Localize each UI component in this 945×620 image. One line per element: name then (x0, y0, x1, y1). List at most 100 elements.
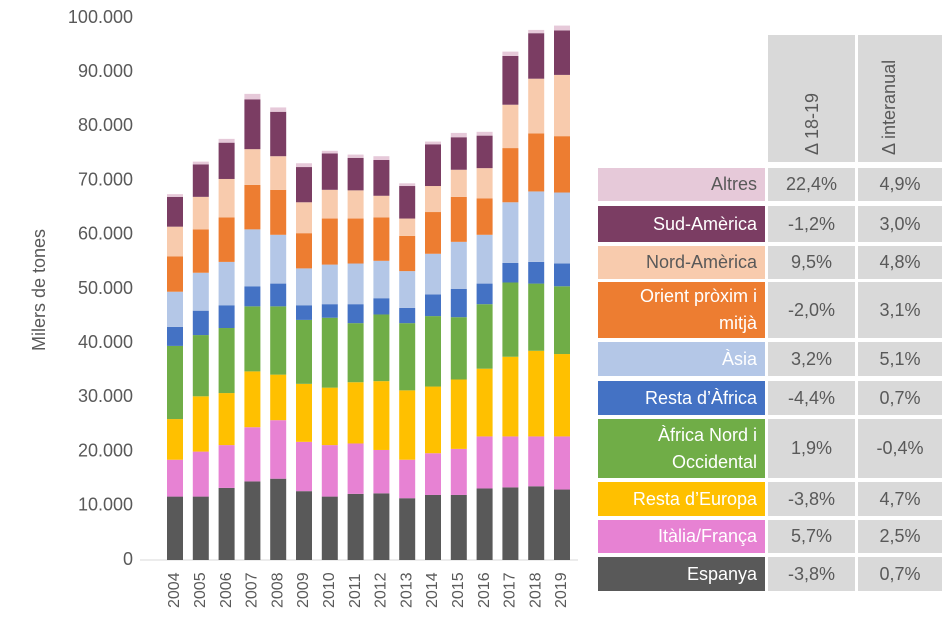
x-tick-label: 2005 (192, 572, 209, 608)
bar-segment (502, 55, 519, 105)
bar-segment (528, 33, 545, 79)
bar-segment (373, 217, 390, 261)
bar-segment (399, 307, 416, 324)
bar-segment (347, 443, 364, 494)
bar-segment (347, 157, 364, 191)
table-value: -3,8% (768, 557, 855, 591)
y-tick-label: 10.000 (78, 495, 133, 515)
x-tick-label: 2014 (424, 572, 441, 608)
bar-segment (528, 133, 545, 192)
bar-segment (218, 328, 235, 394)
bar-segment (167, 419, 183, 460)
bar-segment (244, 184, 261, 230)
table-value: -1,2% (768, 206, 855, 242)
table-value: -3,8% (768, 482, 855, 516)
bar-segment (167, 194, 183, 197)
bar-segment (425, 294, 441, 317)
bar-segment (321, 445, 338, 497)
x-tick-label: 2015 (450, 572, 467, 608)
bar-segment (270, 420, 287, 479)
bar-segment (373, 381, 390, 450)
table-value: 3,2% (768, 342, 855, 376)
x-tick-label: 2008 (269, 572, 286, 608)
bar-segment (450, 317, 467, 380)
bar-segment (425, 141, 441, 145)
y-tick-label: 100.000 (68, 7, 133, 27)
bar-segment (425, 253, 441, 295)
bar-segment (476, 168, 493, 199)
bar-segment (476, 488, 493, 560)
bar-segment (167, 345, 183, 420)
bar-segment (244, 99, 261, 150)
bar-segment (192, 229, 209, 273)
bar-segment (476, 368, 493, 437)
x-tick-label: 2012 (373, 572, 390, 608)
table-value: 0,7% (858, 557, 942, 591)
table-value: 1,9% (768, 419, 855, 478)
table-row-label: Resta d’Europa (598, 482, 765, 516)
x-tick-label: 2009 (295, 572, 312, 608)
bar-segment (476, 283, 493, 305)
bar-segment (425, 494, 441, 560)
bar-segment (244, 371, 261, 428)
bar-segment (192, 272, 209, 311)
bar-segment (528, 283, 545, 351)
y-tick-label: 60.000 (78, 224, 133, 244)
bar-segment (399, 323, 416, 391)
bar-segment (450, 196, 467, 242)
y-axis-label: Milers de tones (29, 229, 49, 351)
bar-segment (218, 178, 235, 218)
bar-segment (528, 29, 545, 34)
bar-segment (502, 356, 519, 437)
bar-segment (270, 189, 287, 235)
bar-segment (528, 486, 545, 560)
bar-segment (502, 148, 519, 203)
bar-segment (321, 150, 338, 154)
table-value: 4,7% (858, 482, 942, 516)
bar-segment (167, 326, 183, 346)
bar-segment (296, 163, 312, 168)
x-tick-label: 2007 (244, 572, 261, 608)
bar-segment (347, 493, 364, 560)
bar-segment (373, 160, 390, 196)
bar-segment (270, 374, 287, 421)
bar-segment (373, 449, 390, 494)
bar-segment (399, 498, 416, 560)
bar-segment (476, 131, 493, 136)
bar-segment (167, 496, 183, 560)
bar-segment (218, 445, 235, 488)
bar-segment (192, 196, 209, 230)
bar-segment (399, 235, 416, 272)
bar-segment (554, 263, 570, 287)
table-value: 9,5% (768, 246, 855, 279)
table-value: 22,4% (768, 168, 855, 201)
x-tick-label: 2019 (553, 572, 570, 608)
table-value: -0,4% (858, 419, 942, 478)
bar-segment (554, 354, 570, 437)
bar-segment (270, 156, 287, 190)
bar-segment (476, 198, 493, 235)
bar-segment (244, 306, 261, 372)
bar-segment (321, 496, 338, 560)
bar-segment (399, 271, 416, 308)
bar-segment (450, 137, 467, 170)
y-tick-label: 0 (123, 549, 133, 569)
table-row-label: Resta d’Àfrica (598, 381, 765, 415)
bar-segment (528, 191, 545, 262)
bar-segment (425, 316, 441, 387)
bar-segment (321, 153, 338, 190)
bar-segment (244, 149, 261, 185)
bar-segment (399, 459, 416, 499)
table-row-label: Orient pròxim i mitjà (598, 282, 765, 338)
bar-segment (167, 196, 183, 227)
bar-segment (296, 383, 312, 442)
bar-segment (450, 448, 467, 495)
x-tick-label: 2013 (398, 572, 415, 608)
bar-segment (218, 305, 235, 329)
y-tick-label: 30.000 (78, 386, 133, 406)
bar-segment (399, 218, 416, 236)
bar-segment (218, 217, 235, 262)
bar-segment (373, 298, 390, 315)
bar-segment (321, 317, 338, 388)
